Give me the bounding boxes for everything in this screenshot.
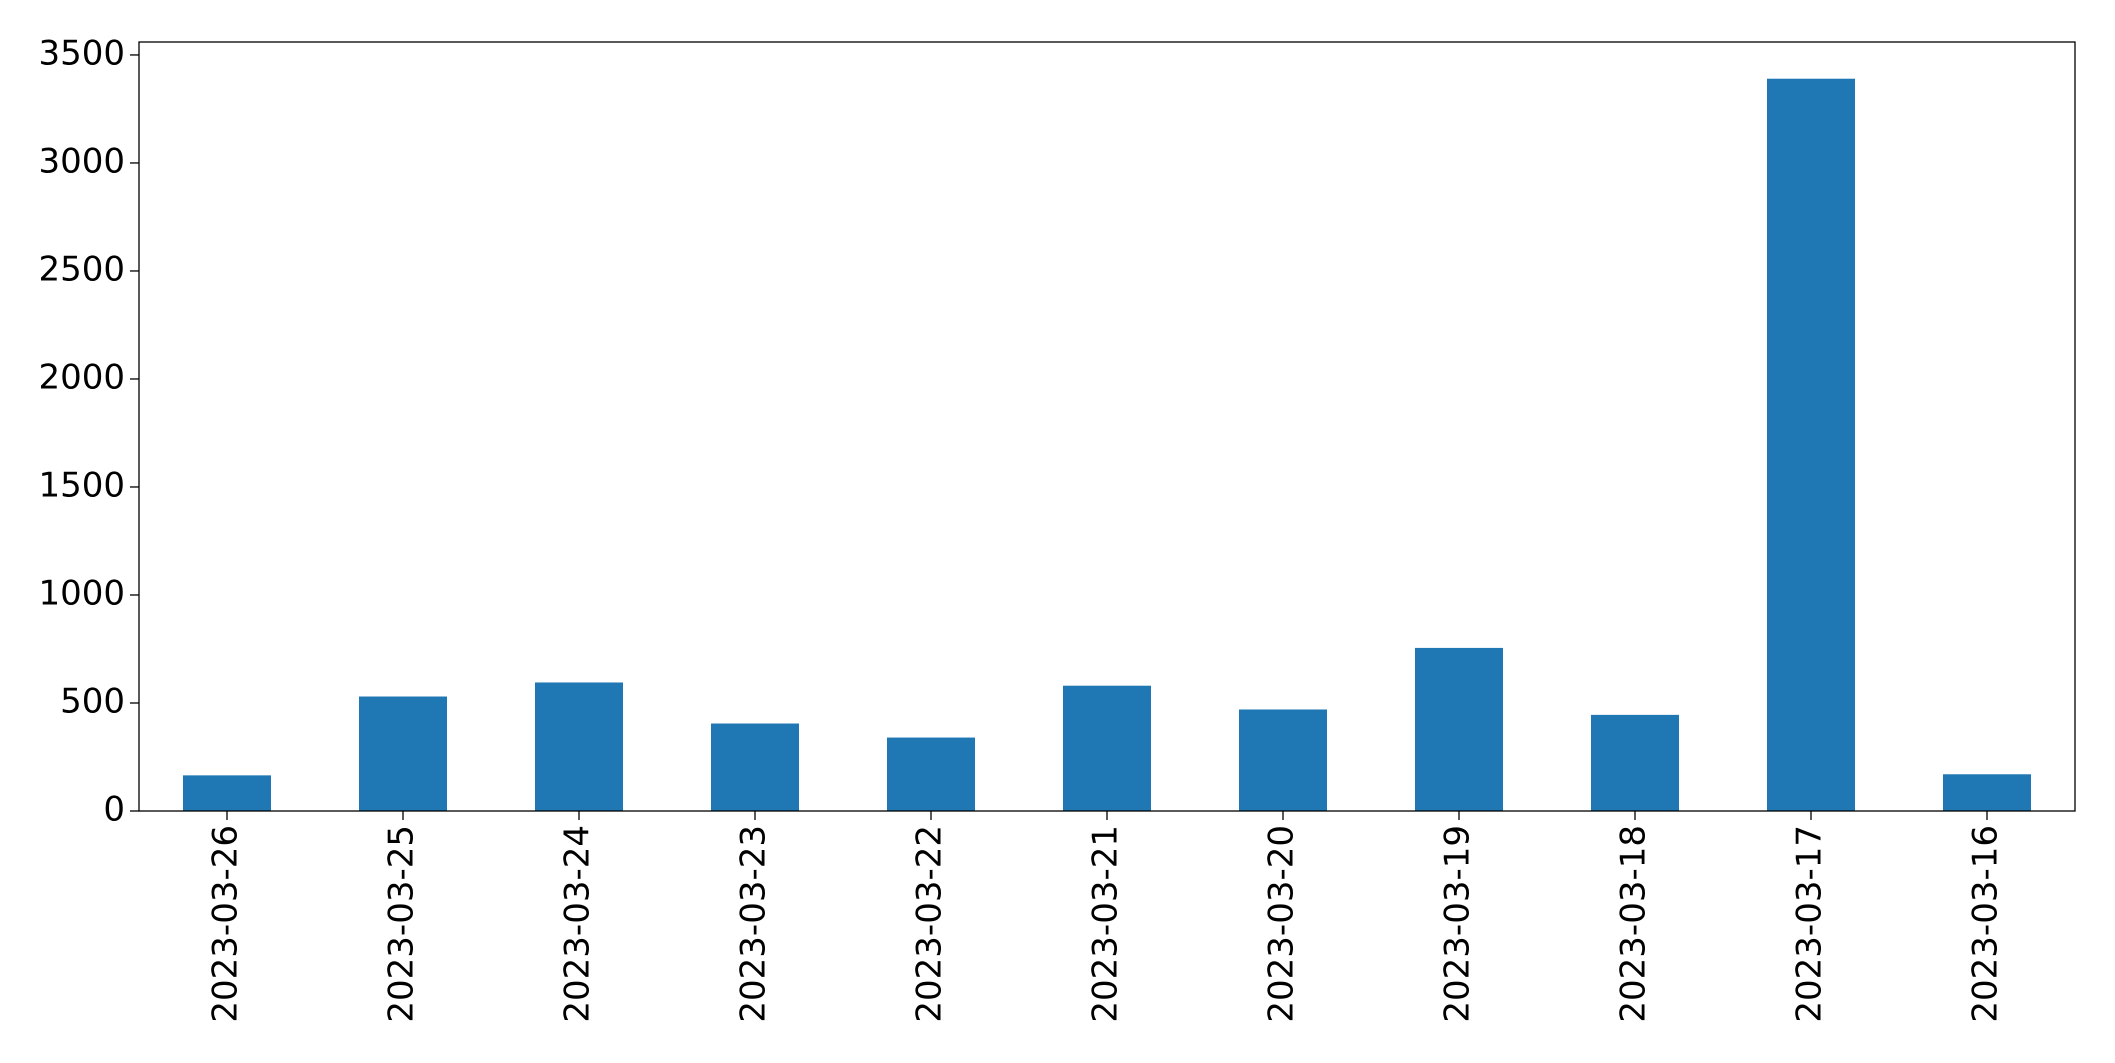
bar [359,696,447,811]
bar [887,737,975,811]
y-tick-label: 1500 [38,465,125,505]
bar [1239,709,1327,811]
x-tick-label: 2023-03-18 [1614,825,1654,1023]
bar [1415,647,1503,811]
y-tick-label: 0 [103,790,125,830]
y-tick-label: 2500 [38,249,125,289]
bar [1943,774,2031,811]
x-tick-label: 2023-03-23 [734,825,774,1023]
y-tick-label: 500 [60,681,125,721]
x-tick-label: 2023-03-20 [1262,825,1302,1023]
plot-frame [138,41,2076,812]
bar [1767,78,1855,811]
y-tick-label: 3500 [38,33,125,73]
x-tick-label: 2023-03-24 [558,825,598,1023]
bar [183,775,271,811]
bar [535,682,623,811]
x-tick-label: 2023-03-22 [910,825,950,1023]
x-tick-label: 2023-03-26 [206,825,246,1023]
x-tick-label: 2023-03-25 [382,825,422,1023]
x-tick-label: 2023-03-17 [1790,825,1830,1023]
bar [711,723,799,811]
x-tick-label: 2023-03-19 [1438,825,1478,1023]
x-tick-label: 2023-03-21 [1086,825,1126,1023]
x-tick-label: 2023-03-16 [1966,825,2006,1023]
y-tick-label: 1000 [38,573,125,613]
bar [1063,685,1151,811]
bar [1591,714,1679,811]
y-tick-label: 3000 [38,141,125,181]
y-tick-label: 2000 [38,357,125,397]
